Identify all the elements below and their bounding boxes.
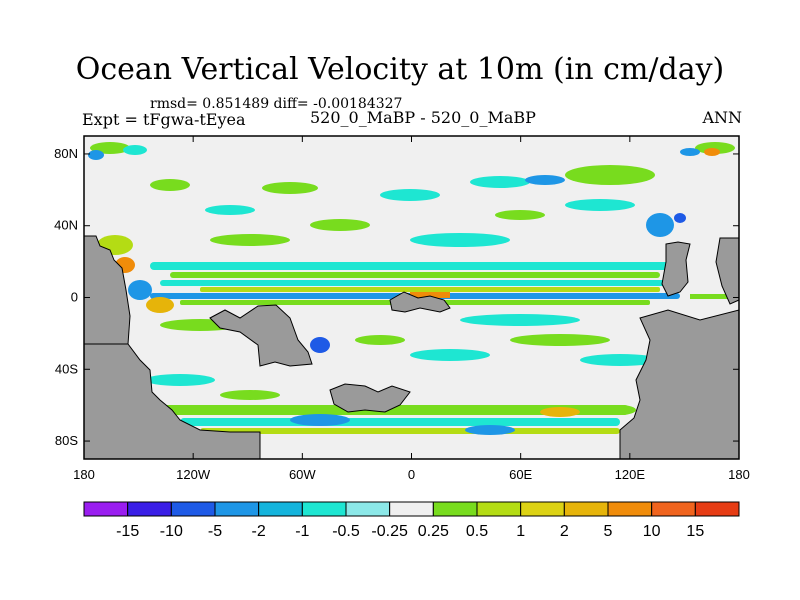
colorbar-box [389, 501, 434, 517]
x-tick-label: 120E [615, 467, 646, 482]
x-tick-label: 180 [728, 467, 750, 482]
y-tick-label: 80N [54, 146, 78, 161]
land-south-east-continent [619, 309, 740, 460]
x-tick-label: 120W [176, 467, 211, 482]
colorbar [83, 501, 740, 517]
land-southern-island [329, 383, 411, 413]
colorbar-label: 5 [604, 523, 613, 540]
colorbar-box [127, 501, 172, 517]
x-tick-label: 0 [408, 467, 415, 482]
colorbar-box [83, 501, 129, 517]
colorbar-label: -1 [295, 523, 309, 540]
colorbar-box [345, 501, 391, 517]
colorbar-box [476, 501, 522, 517]
land-masses [83, 235, 740, 460]
colorbar-labels: -15 -10 -5 -2 -1 -0.5 -0.25 0.25 0.5 1 2 5 10 15 [116, 523, 704, 540]
colorbar-box [258, 501, 303, 517]
land-large-island [209, 304, 313, 367]
y-tick-label: 40N [54, 218, 78, 233]
colorbar-box [432, 501, 478, 517]
colorbar-box [214, 501, 260, 517]
x-tick-label: 60E [509, 467, 532, 482]
axis-ticks: 180 120W 60W 0 60E 120E 180 80N 40N 0 40S 80S [54, 136, 750, 482]
colorbar-box [301, 501, 347, 517]
map-title: Ocean Vertical Velocity at 10m (in cm/da… [75, 52, 725, 87]
colorbar-label: 10 [643, 523, 661, 540]
colorbar-label: 1 [516, 523, 525, 540]
colorbar-label: -2 [252, 523, 266, 540]
land-eastern-continent [661, 241, 691, 297]
stats-line: rmsd= 0.851489 diff= -0.00184327 [150, 96, 403, 112]
colorbar-label: -5 [208, 523, 222, 540]
land-equatorial-island [389, 291, 451, 313]
colorbar-label: -0.25 [371, 523, 408, 540]
colorbar-label: 0.5 [466, 523, 488, 540]
land-south-america-like [83, 343, 261, 460]
y-tick-label: 80S [55, 433, 78, 448]
colorbar-label: 2 [560, 523, 569, 540]
colorbar-box [607, 501, 653, 517]
x-tick-label: 60W [289, 467, 316, 482]
colorbar-box [170, 501, 216, 517]
x-tick-label: 180 [73, 467, 95, 482]
colorbar-label: -0.5 [332, 523, 360, 540]
colorbar-box [651, 501, 696, 517]
colorbar-label: 15 [686, 523, 704, 540]
colorbar-box [563, 501, 609, 517]
center-label: 520_0_MaBP - 520_0_MaBP [310, 108, 536, 127]
colorbar-label: -15 [116, 523, 139, 540]
experiment-label: Expt = tFgwa-tEyea [82, 110, 246, 129]
season-label: ANN [702, 108, 742, 127]
velocity-field [88, 142, 735, 435]
y-tick-label: 0 [71, 290, 78, 305]
y-tick-label: 40S [55, 361, 78, 376]
colorbar-box [694, 501, 740, 517]
colorbar-label: -10 [160, 523, 183, 540]
colorbar-box [520, 501, 565, 517]
colorbar-label: 0.25 [418, 523, 449, 540]
